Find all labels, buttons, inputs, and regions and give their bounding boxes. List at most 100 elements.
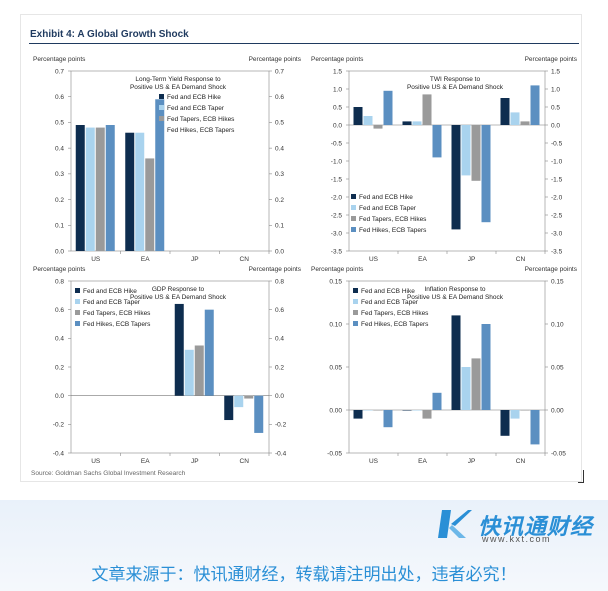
chart-title-line: Positive US & EA Demand Shock (407, 294, 504, 301)
bar-ea-s1 (125, 132, 135, 251)
y-tick-label: -2.5 (551, 212, 563, 219)
y-tick-label: 0.2 (275, 364, 284, 371)
plot-frame (348, 70, 546, 252)
plot-frame (348, 280, 546, 454)
y-tick-label: 0.00 (329, 407, 342, 414)
y-axis-label-left: Percentage points (33, 56, 86, 63)
logo-k-icon (438, 510, 472, 538)
x-tick-label: EA (418, 256, 427, 263)
chart-title-line: Long-Term Yield Response to (135, 76, 221, 83)
y-tick-label: 0.6 (55, 307, 64, 314)
kxt-logo[interactable]: 快讯通财经 www.kxt.com (438, 507, 600, 545)
y-tick-label: -0.4 (53, 450, 65, 457)
bar-cn-s4 (530, 85, 540, 125)
x-tick-label: US (369, 458, 379, 465)
x-tick-label: JP (191, 256, 199, 263)
chart-title-line: GDP Response to (152, 286, 205, 293)
y-tick-label: 0.3 (55, 171, 64, 178)
bar-us-s2 (363, 116, 373, 125)
x-tick-label: CN (516, 256, 526, 263)
y-tick-label: -0.5 (551, 140, 563, 147)
chart-title-line: Positive US & EA Demand Shock (130, 84, 227, 91)
chart-3: Percentage points Percentage points -0.4 -0… (33, 266, 302, 465)
legend-label: Fed Hikes, ECB Tapers (361, 321, 429, 328)
y-tick-label: 1.0 (551, 86, 560, 93)
legend-swatch (75, 310, 80, 315)
logo-url: www.kxt.com (482, 534, 552, 544)
y-tick-label: -0.4 (275, 450, 287, 457)
legend-swatch (159, 116, 164, 121)
y-tick-label: 0.6 (275, 307, 284, 314)
bar-us-s1 (353, 410, 363, 419)
legend-label: Fed and ECB Taper (359, 205, 417, 212)
y-tick-label: -1.5 (551, 176, 563, 183)
exhibit-panel: Exhibit 4: A Global Growth Shock Percent… (20, 14, 582, 482)
bar-ea-s2 (412, 410, 422, 411)
source-note: Source: Goldman Sachs Global Investment … (31, 470, 186, 477)
legend-swatch (353, 310, 358, 315)
bar-cn-s3 (244, 395, 254, 399)
legend-swatch (351, 205, 356, 210)
legend-label: Fed and ECB Hike (83, 288, 137, 295)
bar-ea-s2 (412, 121, 422, 125)
chart-title: GDP Response to Positive US & EA Demand S… (130, 286, 227, 301)
y-tick-label: 0.7 (275, 68, 284, 75)
y-tick-label: -2.0 (551, 194, 563, 201)
y-tick-label: 0.0 (551, 122, 560, 129)
y-axis-label-right: Percentage points (525, 56, 578, 63)
y-tick-label: 0.0 (55, 248, 64, 255)
y-tick-label: 0.2 (275, 197, 284, 204)
bar-jp-s4 (481, 324, 491, 410)
bar-jp-s3 (471, 358, 481, 410)
legend-label: Fed and ECB Hike (361, 288, 415, 295)
bar-jp-s1 (451, 125, 461, 230)
x-tick-label: EA (418, 458, 427, 465)
y-tick-label: 0.1 (55, 223, 64, 230)
legend-label: Fed Hikes, ECB Tapers (359, 227, 427, 234)
legend-label: Fed Tapers, ECB Hikes (167, 116, 235, 123)
y-tick-label: -2.0 (331, 194, 343, 201)
bar-jp-s4 (204, 309, 214, 396)
chart-4: Percentage points Percentage points -0.05 -… (311, 266, 578, 465)
legend-swatch (353, 299, 358, 304)
y-tick-label: 1.5 (333, 68, 342, 75)
x-tick-label: JP (468, 458, 476, 465)
y-tick-label: 0.0 (275, 248, 284, 255)
y-tick-label: -0.2 (53, 422, 65, 429)
bar-cn-s1 (500, 98, 510, 125)
x-tick-label: EA (141, 256, 150, 263)
x-tick-label: CN (240, 458, 250, 465)
y-axis-label-right: Percentage points (249, 266, 302, 273)
legend-swatch (75, 288, 80, 293)
y-tick-label: -3.0 (551, 230, 563, 237)
footer-banner: 快讯通财经 www.kxt.com 文章来源于：快讯通财经，转载请注明出处，违者… (0, 500, 608, 591)
x-tick-label: US (91, 256, 101, 263)
y-tick-label: 0.0 (333, 122, 342, 129)
y-axis-label-left: Percentage points (311, 56, 364, 63)
x-tick-label: CN (240, 256, 250, 263)
y-axis-label-left: Percentage points (311, 266, 364, 273)
y-tick-label: -3.0 (331, 230, 343, 237)
legend-swatch (353, 321, 358, 326)
title-rule (29, 43, 579, 44)
y-tick-label: -0.05 (551, 450, 566, 457)
legend-swatch (353, 288, 358, 293)
bar-cn-s2 (234, 395, 244, 408)
corner-mark (578, 470, 584, 483)
legend-label: Fed Hikes, ECB Tapers (83, 321, 151, 328)
bar-jp-s1 (451, 315, 461, 410)
chart-title-line: Positive US & EA Demand Shock (130, 294, 227, 301)
y-tick-label: 0.5 (551, 104, 560, 111)
y-tick-label: -3.5 (331, 248, 343, 255)
chart-title-line: Inflation Response to (424, 286, 485, 293)
y-tick-label: 0.10 (551, 321, 564, 328)
y-tick-label: 0.15 (551, 278, 564, 285)
y-tick-label: 0.7 (55, 68, 64, 75)
x-tick-label: US (91, 458, 101, 465)
y-tick-label: -1.0 (331, 158, 343, 165)
y-tick-label: 0.00 (551, 407, 564, 414)
bar-us-s3 (373, 125, 383, 129)
bar-jp-s2 (461, 125, 471, 176)
bar-us-s2 (363, 410, 373, 411)
chart-title-line: TWI Response to (430, 76, 481, 83)
